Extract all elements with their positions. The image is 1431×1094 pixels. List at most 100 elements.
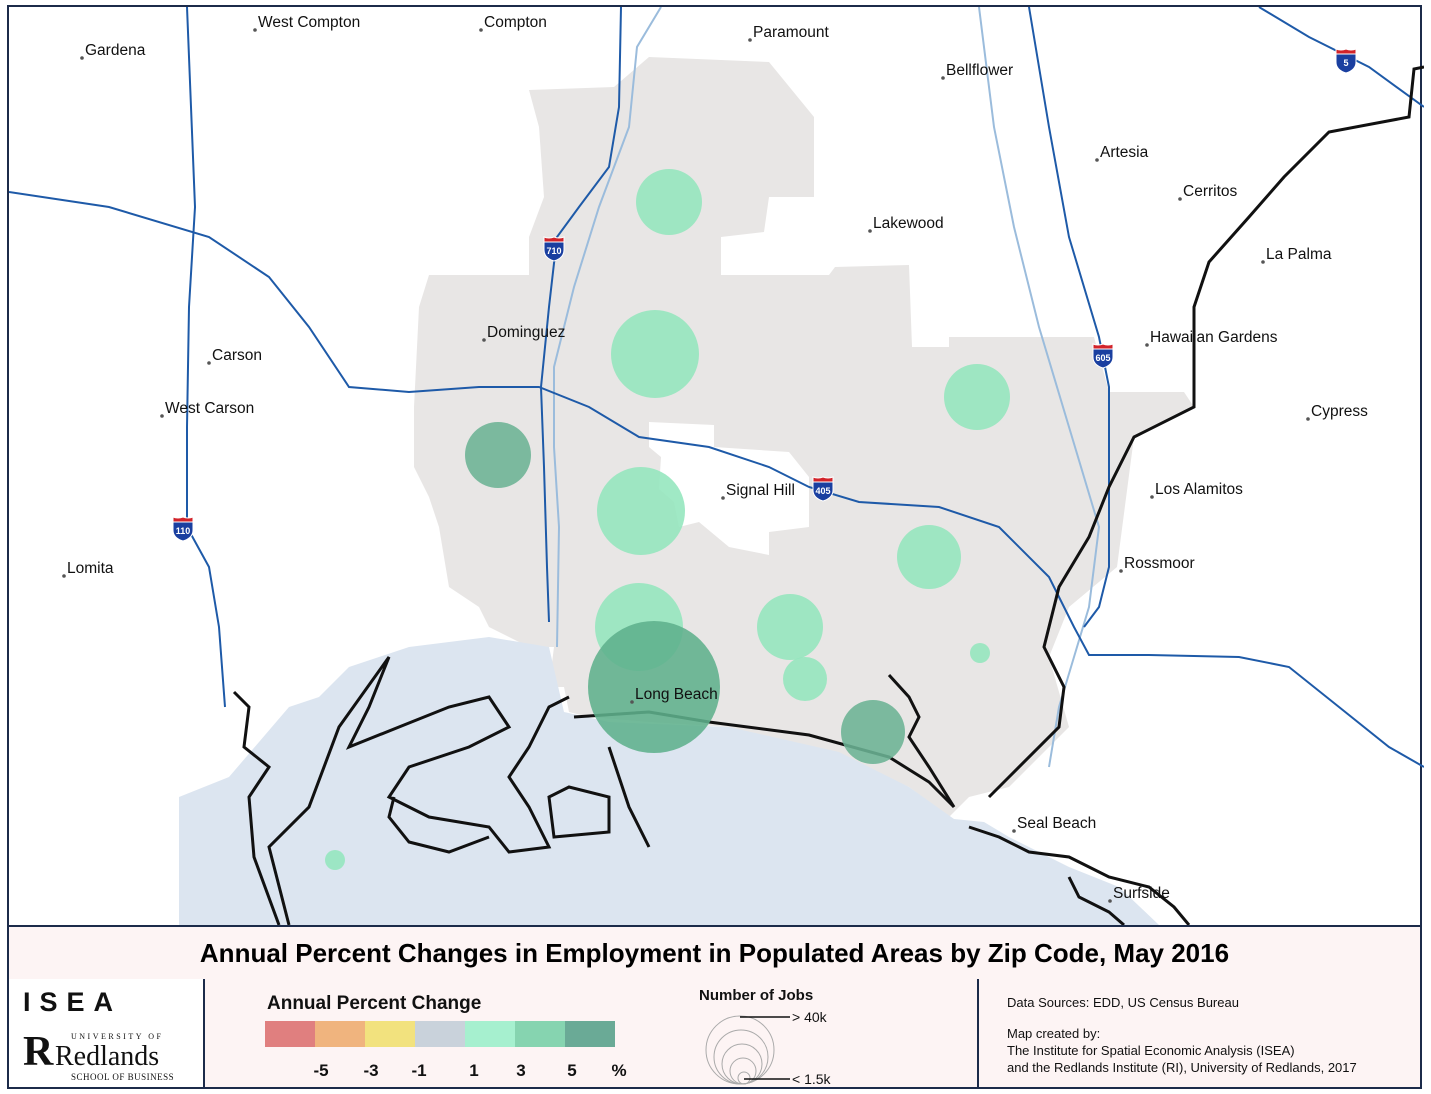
place-label[interactable]: Long Beach: [635, 686, 718, 703]
svg-text:UNIVERSITY OF: UNIVERSITY OF: [71, 1032, 163, 1041]
color-swatch: [365, 1021, 415, 1047]
legend-panel: Annual Percent Change -5 -3 -1 1 3 5% Number …: [205, 979, 979, 1087]
redlands-logo: R UNIVERSITY OF Redlands SCHOOL OF BUSIN…: [23, 1029, 174, 1082]
svg-text:710: 710: [546, 246, 561, 256]
place-marker-icon: [1012, 829, 1016, 833]
place-marker-icon: [721, 496, 725, 500]
place-label[interactable]: Lakewood: [873, 215, 944, 232]
employment-bubble[interactable]: [325, 850, 345, 870]
place-label[interactable]: Surfside: [1113, 885, 1170, 902]
san-gabriel-river: [978, 7, 1101, 768]
place-marker-icon: [630, 700, 634, 704]
scale-tick-label: 1: [469, 1061, 479, 1080]
place-label[interactable]: Cypress: [1311, 403, 1368, 420]
sources-panel: Data Sources: EDD, US Census Bureau Map …: [979, 979, 1420, 1087]
legend-row: ISEA R UNIVERSITY OF Redlands SCHOOL OF …: [9, 979, 1420, 1087]
employment-bubble[interactable]: [897, 525, 961, 589]
place-marker-icon: [1306, 417, 1310, 421]
place-label[interactable]: Rossmoor: [1124, 555, 1195, 572]
place-label[interactable]: Signal Hill: [726, 482, 795, 499]
color-swatch: [265, 1021, 315, 1047]
credit-line-1: The Institute for Spatial Economic Analy…: [1007, 1043, 1295, 1058]
place-marker-icon: [482, 338, 486, 342]
employment-bubble[interactable]: [597, 467, 685, 555]
employment-bubble[interactable]: [588, 621, 720, 753]
color-swatch: [315, 1021, 365, 1047]
place-label[interactable]: West Carson: [165, 400, 254, 417]
employment-bubbles: [325, 169, 1010, 870]
place-marker-icon: [868, 229, 872, 233]
credit-line-2: and the Redlands Institute (RI), Univers…: [1007, 1060, 1357, 1075]
place-label[interactable]: West Compton: [258, 14, 360, 31]
place-marker-icon: [1095, 158, 1099, 162]
svg-text:5: 5: [1343, 58, 1348, 68]
place-label[interactable]: Paramount: [753, 24, 830, 41]
place-marker-icon: [160, 414, 164, 418]
interstate-shield-icon: 405: [812, 476, 834, 502]
svg-text:SCHOOL OF BUSINESS: SCHOOL OF BUSINESS: [71, 1072, 174, 1082]
place-label[interactable]: Compton: [484, 14, 547, 31]
place-label[interactable]: Bellflower: [946, 62, 1013, 79]
place-label[interactable]: Artesia: [1100, 144, 1149, 161]
place-label[interactable]: Dominguez: [487, 324, 565, 341]
place-marker-icon: [748, 38, 752, 42]
legend-title: Annual Percent Change: [267, 993, 482, 1014]
place-marker-icon: [1108, 899, 1112, 903]
place-marker-icon: [253, 28, 257, 32]
place-label[interactable]: Cerritos: [1183, 183, 1238, 200]
svg-text:605: 605: [1095, 353, 1110, 363]
place-label[interactable]: Lomita: [67, 560, 114, 577]
place-marker-icon: [941, 76, 945, 80]
map-canvas[interactable]: 710 605 405 110 5 West Compton Compton Paramou…: [9, 7, 1424, 925]
place-marker-icon: [80, 56, 84, 60]
employment-bubble[interactable]: [757, 594, 823, 660]
place-labels: West Compton Compton Paramount Gardena Bellf…: [62, 14, 1368, 903]
logo-panel: ISEA R UNIVERSITY OF Redlands SCHOOL OF …: [9, 979, 205, 1087]
place-label[interactable]: La Palma: [1266, 246, 1332, 263]
svg-text:Redlands: Redlands: [55, 1041, 159, 1072]
place-marker-icon: [1119, 569, 1123, 573]
freeway-shields: 710 605 405 110 5: [172, 48, 1357, 542]
county-line: [987, 65, 1424, 799]
svg-text:< 1.5k: < 1.5k: [792, 1071, 832, 1087]
scale-tick-label: %: [611, 1061, 627, 1080]
port-piers: [232, 656, 1191, 925]
signal-hill-cutout: [649, 422, 809, 555]
place-label[interactable]: Seal Beach: [1017, 815, 1096, 832]
employment-bubble[interactable]: [465, 422, 531, 488]
freeway-110: [186, 7, 226, 708]
place-marker-icon: [1178, 197, 1182, 201]
data-sources: Data Sources: EDD, US Census Bureau: [1007, 995, 1239, 1010]
place-label[interactable]: Hawaiian Gardens: [1150, 329, 1278, 346]
interstate-shield-icon: 110: [172, 516, 194, 542]
freeway-405: [9, 191, 1424, 768]
la-river: [553, 7, 662, 648]
color-swatch: [465, 1021, 515, 1047]
ocean: [179, 637, 1159, 925]
svg-text:405: 405: [815, 486, 830, 496]
jobs-legend-title: Number of Jobs: [699, 987, 814, 1004]
svg-text:110: 110: [176, 526, 191, 536]
employment-bubble[interactable]: [970, 643, 990, 663]
map-title-bar: Annual Percent Changes in Employment in …: [9, 925, 1420, 981]
employment-bubble[interactable]: [783, 657, 827, 701]
freeway-710: [539, 7, 622, 623]
place-marker-icon: [1150, 495, 1154, 499]
scale-tick-label: 5: [567, 1061, 577, 1080]
employment-bubble[interactable]: [841, 700, 905, 764]
place-marker-icon: [1261, 260, 1265, 264]
place-label[interactable]: Los Alamitos: [1155, 481, 1243, 498]
employment-bubble[interactable]: [636, 169, 702, 235]
place-label[interactable]: Carson: [212, 347, 262, 364]
place-label[interactable]: Gardena: [85, 42, 146, 59]
svg-text:R: R: [23, 1029, 54, 1075]
place-marker-icon: [479, 28, 483, 32]
employment-bubble[interactable]: [611, 310, 699, 398]
svg-text:> 40k: > 40k: [792, 1009, 828, 1025]
interstate-shield-icon: 5: [1335, 48, 1357, 74]
color-swatch: [515, 1021, 565, 1047]
created-by: Map created by:: [1007, 1026, 1101, 1041]
employment-bubble[interactable]: [944, 364, 1010, 430]
color-scale: [265, 1021, 615, 1047]
freeway-605: [1028, 7, 1110, 628]
